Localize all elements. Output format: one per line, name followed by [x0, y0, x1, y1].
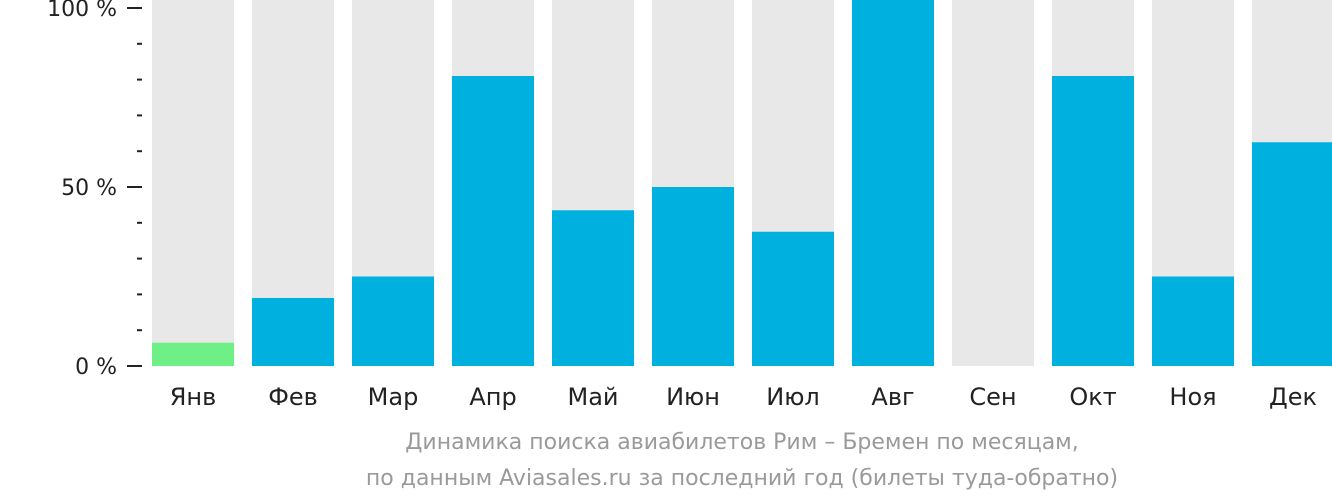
x-tick-label: Июн: [666, 383, 720, 411]
bar: [652, 187, 734, 366]
y-tick-label: 0 %: [75, 355, 117, 380]
x-tick-label: Сен: [969, 383, 1016, 411]
bar-background: [952, 0, 1034, 366]
bar: [452, 76, 534, 367]
y-tick-label: 100 %: [47, 0, 117, 22]
chart-caption-line1: Динамика поиска авиабилетов Рим – Бремен…: [405, 430, 1079, 455]
bar: [1052, 76, 1134, 367]
bar: [752, 231, 834, 366]
x-tick-label: Авг: [871, 383, 914, 411]
bar-background: [152, 0, 234, 366]
x-tick-label: Ноя: [1169, 383, 1216, 411]
bar: [552, 210, 634, 366]
bar: [1152, 276, 1234, 366]
x-tick-label: Мар: [368, 383, 419, 411]
x-tick-label: Дек: [1269, 383, 1317, 411]
x-tick-label: Май: [567, 383, 618, 411]
bar: [852, 0, 934, 366]
x-tick-label: Окт: [1069, 383, 1116, 411]
x-tick-label: Апр: [469, 383, 516, 411]
bar: [152, 342, 234, 366]
x-tick-label: Фев: [268, 383, 318, 411]
bar: [352, 276, 434, 366]
y-tick-label: 50 %: [61, 176, 117, 201]
bar: [252, 297, 334, 366]
x-tick-label: Янв: [170, 383, 217, 411]
bar: [1252, 142, 1332, 366]
chart-caption-line2: по данным Aviasales.ru за последний год …: [365, 466, 1119, 491]
x-tick-label: Июл: [766, 383, 820, 411]
